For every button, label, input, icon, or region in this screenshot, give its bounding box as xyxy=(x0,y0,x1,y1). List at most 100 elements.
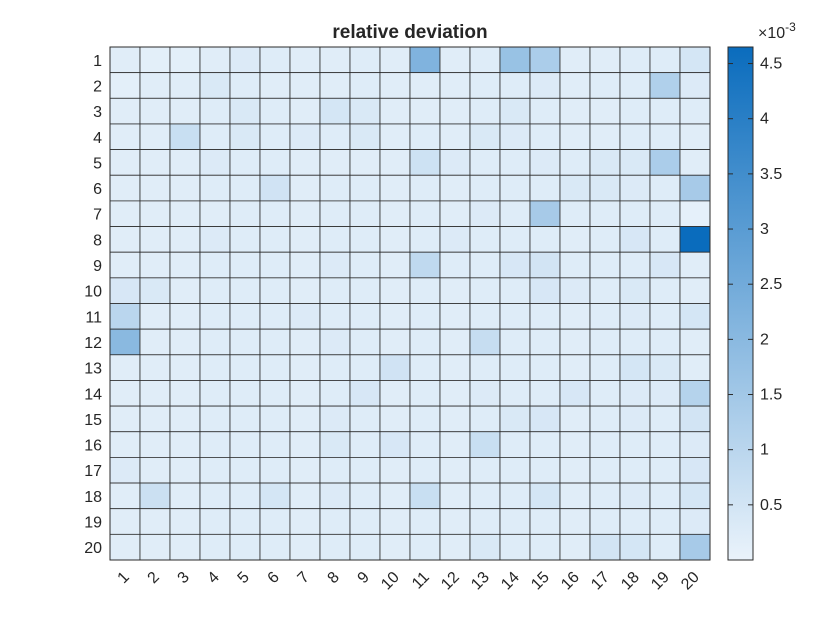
chart-title: relative deviation xyxy=(332,22,487,43)
heatmap-cell xyxy=(469,431,501,458)
x-tick-label: 9 xyxy=(355,569,373,587)
heatmap-cell xyxy=(619,328,651,356)
heatmap-cell xyxy=(409,354,441,381)
heatmap-cell xyxy=(619,508,651,535)
heatmap-cell xyxy=(499,456,531,484)
heatmap-cell xyxy=(289,174,321,202)
heatmap-cell xyxy=(649,328,681,356)
heatmap-cell xyxy=(589,354,621,381)
heatmap-cell xyxy=(319,533,351,561)
heatmap-cell xyxy=(649,482,681,510)
heatmap-cell xyxy=(679,46,711,74)
heatmap-cell xyxy=(469,456,501,484)
heatmap-cell xyxy=(439,431,471,458)
heatmap-cell xyxy=(679,97,711,125)
heatmap-cell xyxy=(349,149,381,176)
heatmap-cell xyxy=(619,174,651,202)
heatmap-cell xyxy=(439,226,471,253)
heatmap-cell xyxy=(379,456,411,484)
heatmap-cell xyxy=(199,123,231,150)
heatmap-cell xyxy=(649,97,681,125)
heatmap-cell xyxy=(619,97,651,125)
heatmap-cell xyxy=(319,328,351,356)
heatmap-cell xyxy=(199,226,231,253)
heatmap-cell xyxy=(439,149,471,176)
heatmap-cell xyxy=(499,72,531,99)
heatmap-cell xyxy=(529,97,561,125)
heatmap-cell xyxy=(649,174,681,202)
x-tick-label: 20 xyxy=(678,569,703,594)
heatmap-cell xyxy=(679,200,711,227)
heatmap-cell xyxy=(349,431,381,458)
heatmap-cell xyxy=(679,508,711,535)
heatmap-cell xyxy=(679,380,711,407)
heatmap-cell xyxy=(199,508,231,535)
heatmap-cell xyxy=(409,431,441,458)
heatmap-cell xyxy=(529,482,561,510)
heatmap-cell xyxy=(439,456,471,484)
heatmap-cell xyxy=(109,380,141,407)
heatmap-cell xyxy=(109,200,141,227)
x-tick-label: 7 xyxy=(295,569,313,587)
heatmap-cell xyxy=(259,482,291,510)
colorbar-exponent-power: -3 xyxy=(785,20,796,34)
heatmap-cell xyxy=(229,354,261,381)
heatmap-cell xyxy=(469,380,501,407)
heatmap-cell xyxy=(379,46,411,74)
heatmap-cell xyxy=(589,226,621,253)
heatmap-cell xyxy=(109,456,141,484)
heatmap-cell xyxy=(289,456,321,484)
heatmap-cell xyxy=(439,405,471,433)
heatmap-cell xyxy=(379,277,411,304)
heatmap-cell xyxy=(169,508,201,535)
heatmap-cell xyxy=(229,456,261,484)
x-tick-label: 18 xyxy=(618,569,643,594)
heatmap-cell xyxy=(589,123,621,150)
heatmap-cell xyxy=(649,72,681,99)
heatmap-cell xyxy=(139,508,171,535)
heatmap-cell xyxy=(529,251,561,279)
heatmap-cell xyxy=(649,226,681,253)
heatmap-cell xyxy=(529,508,561,535)
heatmap-cell xyxy=(139,456,171,484)
heatmap-cell xyxy=(139,72,171,99)
heatmap-cell xyxy=(499,200,531,227)
heatmap-cell xyxy=(199,431,231,458)
heatmap-cell xyxy=(379,380,411,407)
heatmap-cell xyxy=(349,123,381,150)
heatmap-cell xyxy=(259,200,291,227)
x-tick-label: 10 xyxy=(378,569,403,594)
heatmap-cell xyxy=(649,456,681,484)
heatmap-cell xyxy=(529,456,561,484)
heatmap-cell xyxy=(679,431,711,458)
heatmap-cell xyxy=(559,149,591,176)
x-tick-label: 8 xyxy=(325,569,343,587)
heatmap-cell xyxy=(109,328,141,356)
heatmap-cell xyxy=(379,72,411,99)
heatmap-cell xyxy=(469,328,501,356)
heatmap-cell xyxy=(439,508,471,535)
heatmap-cell xyxy=(379,251,411,279)
heatmap-cell xyxy=(109,72,141,99)
heatmap-cell xyxy=(439,533,471,561)
x-tick-label: 14 xyxy=(498,569,523,594)
heatmap-cell xyxy=(319,200,351,227)
heatmap-cell xyxy=(349,174,381,202)
heatmap-cell xyxy=(289,97,321,125)
heatmap-cell xyxy=(559,482,591,510)
heatmap-cell xyxy=(529,354,561,381)
colorbar-tick-label: 0.5 xyxy=(760,497,782,514)
heatmap-cell xyxy=(559,97,591,125)
colorbar-tick-label: 2 xyxy=(760,331,769,348)
heatmap-cell xyxy=(169,72,201,99)
heatmap-cell xyxy=(559,303,591,330)
heatmap-cell xyxy=(349,46,381,74)
heatmap-cell xyxy=(559,431,591,458)
heatmap-cell xyxy=(289,431,321,458)
heatmap-cell xyxy=(379,174,411,202)
heatmap-cell xyxy=(199,354,231,381)
heatmap-cell xyxy=(289,303,321,330)
heatmap-cell xyxy=(409,277,441,304)
heatmap-cell xyxy=(259,97,291,125)
heatmap-cell xyxy=(619,533,651,561)
